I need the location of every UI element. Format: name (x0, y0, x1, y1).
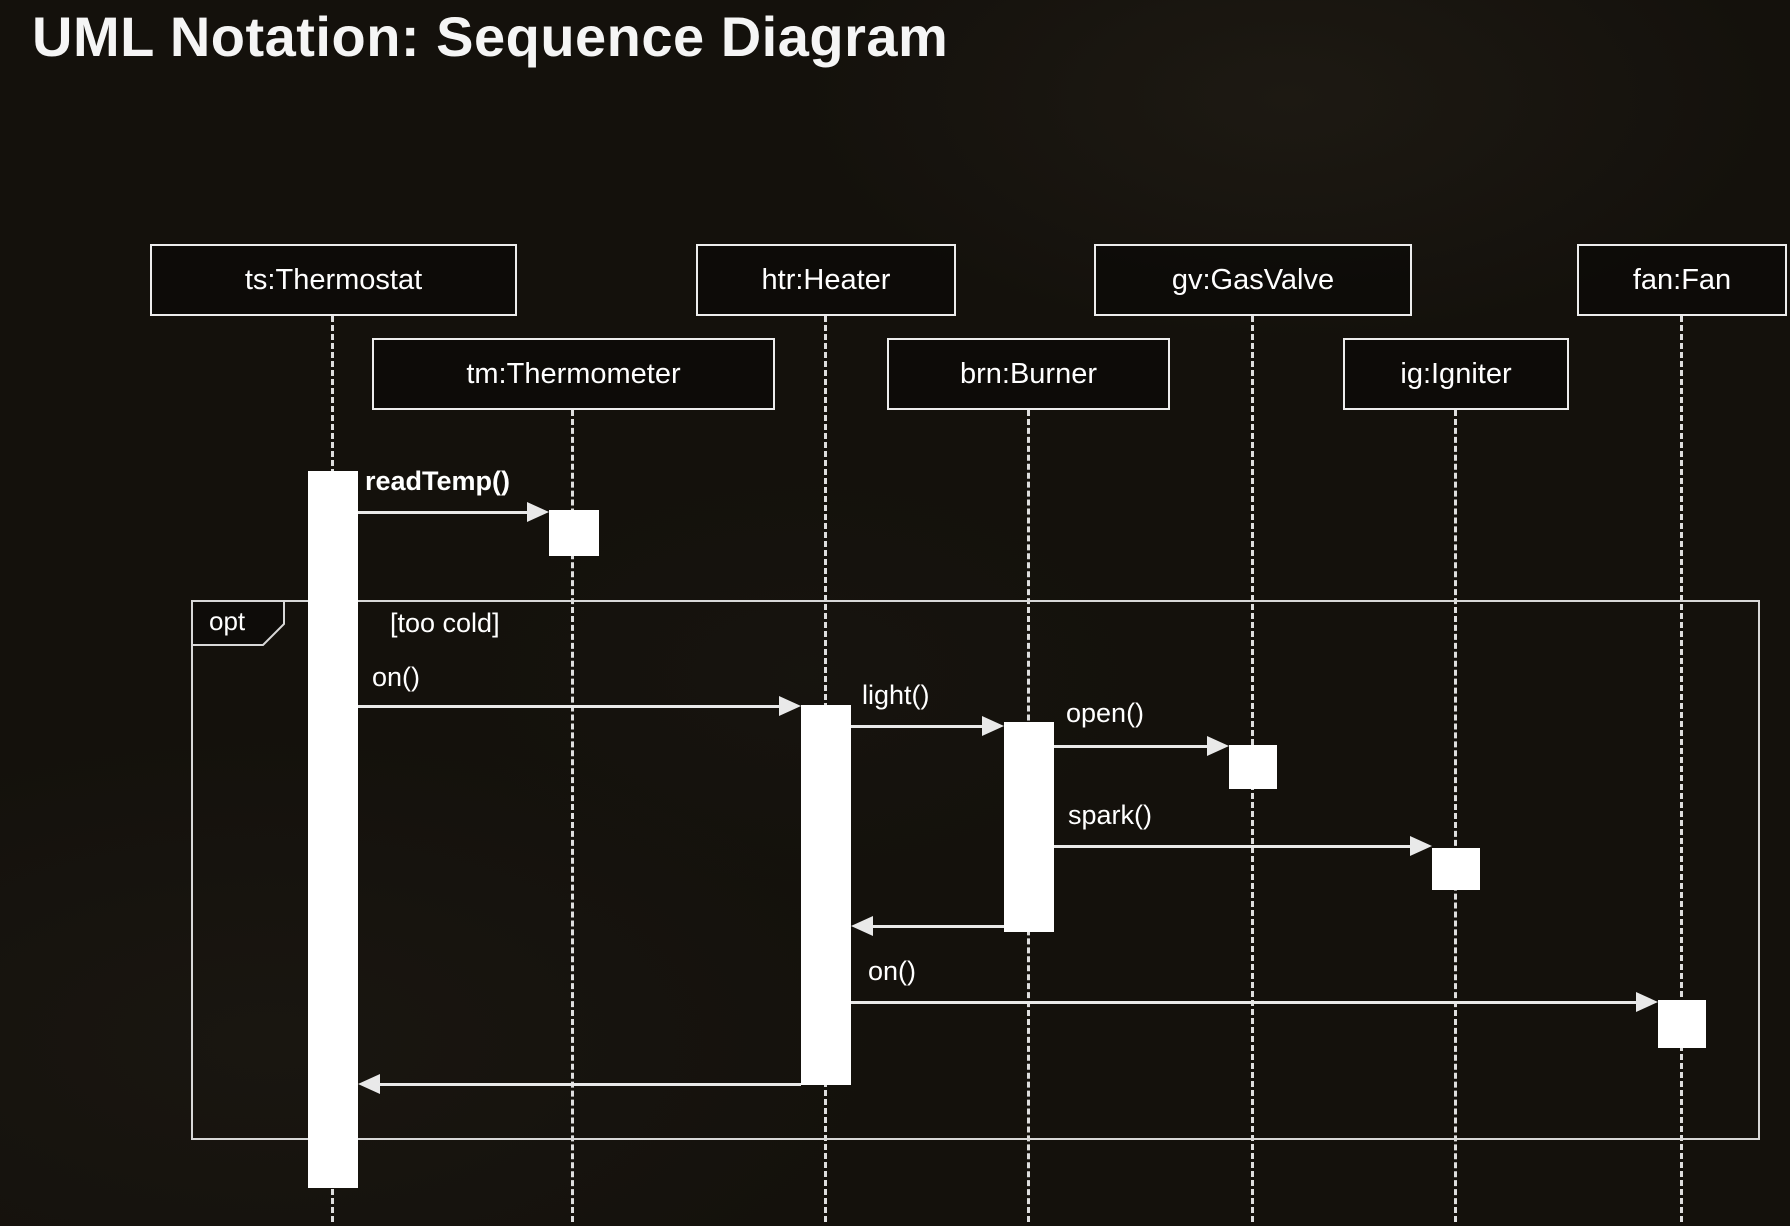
object-box-fan: fan:Fan (1577, 244, 1787, 316)
msg-light-arrowhead-icon (982, 716, 1004, 736)
object-label-tm: tm:Thermometer (466, 357, 681, 390)
object-label-gv: gv:GasValve (1171, 263, 1335, 296)
msg-readtemp-arrowhead-icon (527, 502, 549, 522)
tm-activation (549, 510, 599, 556)
msg-light-line (851, 725, 986, 728)
brn-activation (1004, 722, 1054, 932)
msg-on-fan-arrowhead-icon (1636, 992, 1658, 1012)
lifeline-ig (1454, 410, 1457, 1222)
object-label-ts: ts:Thermostat (244, 263, 423, 296)
msg-readtemp-line (358, 511, 531, 514)
msg-on-fan-label: on() (868, 956, 917, 986)
msg-readtemp-label: readTemp() (365, 466, 511, 496)
msg-light-label: light() (862, 680, 930, 710)
ts-activation (308, 471, 358, 1188)
lifeline-tm (571, 410, 574, 1222)
object-label-brn: brn:Burner (959, 357, 1097, 390)
msg-open-line (1054, 745, 1211, 748)
msg-on-heater-line (358, 705, 783, 708)
msg-return-heater-line (376, 1083, 801, 1086)
htr-activation (801, 705, 851, 1085)
gv-activation (1229, 745, 1277, 789)
msg-return-heater-arrowhead-icon (358, 1074, 380, 1094)
object-box-gv: gv:GasValve (1094, 244, 1412, 316)
object-box-tm: tm:Thermometer (372, 338, 775, 410)
msg-spark-line (1054, 845, 1414, 848)
msg-spark-arrowhead-icon (1410, 836, 1432, 856)
object-label-fan: fan:Fan (1632, 263, 1732, 296)
msg-return-burner-arrowhead-icon (851, 916, 873, 936)
object-box-ig: ig:Igniter (1343, 338, 1569, 410)
msg-spark-label: spark() (1068, 800, 1153, 830)
object-box-htr: htr:Heater (696, 244, 956, 316)
opt-fragment-label: opt (209, 606, 246, 636)
msg-on-heater-label: on() (372, 662, 421, 692)
object-box-ts: ts:Thermostat (150, 244, 517, 316)
msg-on-fan-line (851, 1001, 1640, 1004)
object-label-ig: ig:Igniter (1400, 357, 1512, 390)
msg-on-heater-arrowhead-icon (779, 696, 801, 716)
object-box-brn: brn:Burner (887, 338, 1170, 410)
msg-open-label: open() (1066, 698, 1145, 728)
object-label-htr: htr:Heater (761, 263, 891, 296)
page-title: UML Notation: Sequence Diagram (32, 5, 949, 68)
ig-activation (1432, 848, 1480, 890)
opt-fragment-frame (191, 600, 1760, 1140)
guard-condition-label: [too cold] (390, 608, 500, 638)
msg-return-burner-line (869, 925, 1004, 928)
fan-activation (1658, 1000, 1706, 1048)
lifeline-fan (1680, 316, 1683, 1222)
msg-open-arrowhead-icon (1207, 736, 1229, 756)
opt-fragment-tab-icon (191, 600, 285, 646)
